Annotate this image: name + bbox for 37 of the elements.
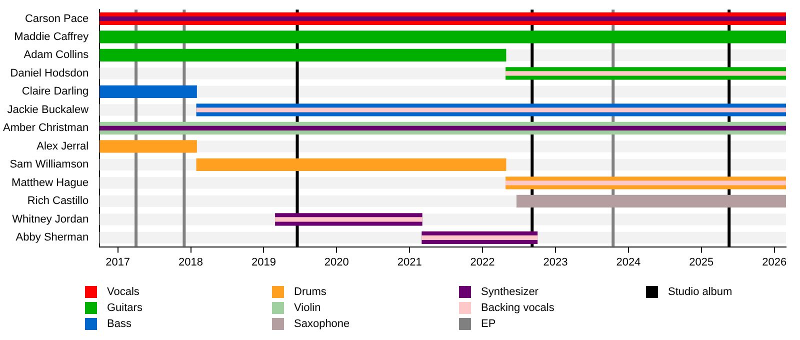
x-tick-label: 2024 bbox=[616, 256, 641, 268]
x-tick-label: 2021 bbox=[397, 256, 422, 268]
legend-label: Bass bbox=[107, 318, 132, 330]
legend-label: Drums bbox=[294, 286, 326, 298]
x-tick-label: 2022 bbox=[470, 256, 495, 268]
x-tick-label: 2020 bbox=[324, 256, 349, 268]
legend-label: Synthesizer bbox=[481, 286, 538, 298]
y-tick-label: Maddie Caffrey bbox=[14, 31, 90, 43]
y-tick-label: Jackie Buckalew bbox=[7, 104, 89, 116]
legend-label: Saxophone bbox=[294, 318, 350, 330]
legend-label: EP bbox=[481, 318, 496, 330]
y-tick-label: Amber Christman bbox=[3, 122, 89, 134]
x-tick-label: 2023 bbox=[543, 256, 568, 268]
y-tick-label: Sam Williamson bbox=[10, 158, 89, 171]
x-tick-label: 2025 bbox=[689, 256, 714, 268]
y-tick-label: Adam Collins bbox=[24, 49, 90, 62]
y-tick-label: Alex Jerral bbox=[36, 140, 89, 152]
x-tick-label: 2019 bbox=[251, 256, 276, 268]
y-tick-label: Carson Pace bbox=[24, 12, 89, 25]
bar bbox=[422, 235, 538, 240]
legend-label: Backing vocals bbox=[481, 302, 554, 314]
y-tick-label: Claire Darling bbox=[22, 86, 89, 98]
x-tick-label: 2017 bbox=[106, 256, 130, 268]
bar bbox=[100, 140, 197, 153]
legend-label: Violin bbox=[294, 302, 321, 314]
bar bbox=[275, 217, 422, 222]
x-tick-label: 2026 bbox=[762, 256, 787, 268]
x-tick-label: 2018 bbox=[178, 256, 203, 268]
y-tick-label: Whitney Jordan bbox=[12, 213, 89, 226]
legend-label: Studio album bbox=[668, 286, 732, 298]
bar bbox=[100, 85, 197, 98]
y-tick-label: Abby Sherman bbox=[16, 232, 89, 244]
legend-label: Vocals bbox=[107, 286, 140, 298]
y-tick-label: Rich Castillo bbox=[27, 195, 89, 208]
y-tick-label: Daniel Hodsdon bbox=[10, 67, 89, 80]
y-tick-label: Matthew Hague bbox=[12, 176, 89, 189]
legend-label: Guitars bbox=[107, 302, 142, 314]
